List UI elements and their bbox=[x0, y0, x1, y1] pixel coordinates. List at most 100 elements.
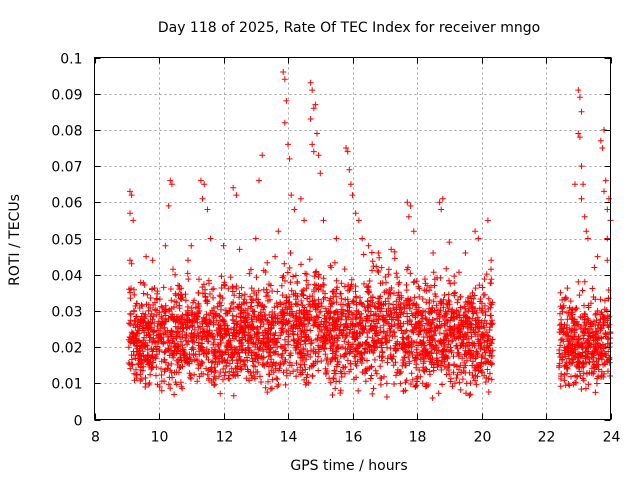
data-point bbox=[446, 239, 453, 246]
data-point bbox=[327, 295, 334, 302]
data-point bbox=[459, 355, 466, 362]
data-point bbox=[279, 320, 286, 327]
data-point bbox=[387, 351, 394, 358]
data-point bbox=[441, 336, 447, 343]
data-point bbox=[395, 289, 402, 296]
data-point bbox=[477, 346, 484, 352]
data-point bbox=[332, 355, 339, 362]
data-point bbox=[153, 345, 160, 352]
data-point bbox=[446, 298, 453, 305]
data-point bbox=[264, 336, 271, 343]
data-point bbox=[220, 318, 227, 325]
data-point bbox=[586, 333, 593, 340]
data-point bbox=[283, 294, 290, 301]
data-point bbox=[588, 365, 595, 372]
data-point bbox=[272, 348, 279, 355]
data-point bbox=[349, 316, 356, 322]
data-point bbox=[321, 338, 328, 345]
data-point bbox=[199, 318, 206, 325]
data-point bbox=[580, 359, 587, 366]
data-point bbox=[306, 317, 313, 324]
data-point bbox=[392, 359, 399, 366]
data-point bbox=[178, 357, 185, 364]
data-point bbox=[142, 384, 149, 390]
data-point bbox=[431, 345, 438, 352]
data-point bbox=[464, 318, 471, 325]
data-point bbox=[430, 298, 437, 305]
data-point bbox=[486, 370, 493, 377]
data-point bbox=[253, 331, 260, 338]
data-point bbox=[377, 381, 384, 388]
data-point bbox=[478, 319, 485, 326]
x-axis-label: GPS time / hours bbox=[290, 458, 407, 474]
data-point bbox=[330, 375, 337, 382]
data-point bbox=[262, 316, 269, 323]
data-point bbox=[143, 253, 150, 260]
data-point bbox=[204, 350, 210, 356]
data-point bbox=[156, 383, 163, 390]
data-point bbox=[139, 348, 146, 355]
data-point bbox=[131, 332, 138, 339]
data-point bbox=[451, 361, 458, 368]
data-point bbox=[365, 317, 372, 324]
data-point bbox=[340, 364, 347, 371]
data-point bbox=[138, 318, 145, 325]
data-point bbox=[470, 310, 477, 317]
data-point bbox=[298, 290, 305, 297]
data-point bbox=[561, 363, 568, 370]
data-point bbox=[169, 374, 176, 381]
data-point bbox=[478, 368, 485, 375]
y-tick-label: 0.03 bbox=[51, 305, 82, 321]
data-point bbox=[396, 296, 403, 303]
data-point bbox=[407, 381, 414, 387]
data-point bbox=[408, 370, 415, 377]
data-point bbox=[184, 270, 191, 277]
data-point bbox=[477, 296, 484, 302]
data-point bbox=[210, 310, 217, 317]
data-point bbox=[377, 308, 384, 315]
data-point bbox=[337, 387, 344, 394]
data-point bbox=[140, 290, 147, 297]
data-point bbox=[287, 312, 294, 319]
data-point bbox=[414, 378, 421, 385]
data-point bbox=[218, 285, 225, 291]
data-point bbox=[150, 329, 157, 335]
data-point bbox=[246, 377, 253, 384]
data-point bbox=[436, 310, 443, 316]
data-point bbox=[584, 327, 591, 334]
data-point bbox=[598, 372, 605, 379]
data-point bbox=[353, 344, 360, 351]
data-point bbox=[207, 319, 214, 325]
data-point bbox=[575, 364, 582, 371]
data-point bbox=[151, 285, 158, 291]
data-point bbox=[147, 320, 154, 327]
data-point bbox=[331, 259, 338, 266]
data-point bbox=[140, 310, 146, 317]
data-point bbox=[321, 282, 327, 288]
data-point bbox=[343, 316, 350, 323]
data-point bbox=[141, 282, 148, 288]
data-point bbox=[472, 305, 479, 312]
data-point bbox=[211, 382, 217, 389]
data-point bbox=[413, 361, 420, 368]
data-point bbox=[557, 289, 564, 296]
data-point bbox=[404, 199, 411, 206]
data-point bbox=[321, 332, 327, 339]
data-point bbox=[172, 290, 179, 297]
data-point bbox=[584, 235, 591, 242]
data-point bbox=[297, 364, 304, 371]
data-point bbox=[248, 334, 255, 341]
data-point bbox=[449, 337, 456, 344]
data-point bbox=[397, 380, 404, 387]
data-point bbox=[592, 337, 599, 344]
data-point bbox=[151, 320, 158, 327]
data-point bbox=[230, 184, 237, 191]
data-point bbox=[303, 309, 310, 316]
data-point bbox=[203, 311, 210, 318]
chart-title: Day 118 of 2025, Rate Of TEC Index for r… bbox=[158, 20, 540, 36]
data-point bbox=[337, 326, 343, 333]
data-point bbox=[606, 356, 613, 363]
data-point bbox=[426, 300, 433, 306]
data-point bbox=[279, 292, 286, 299]
data-point bbox=[488, 340, 495, 347]
